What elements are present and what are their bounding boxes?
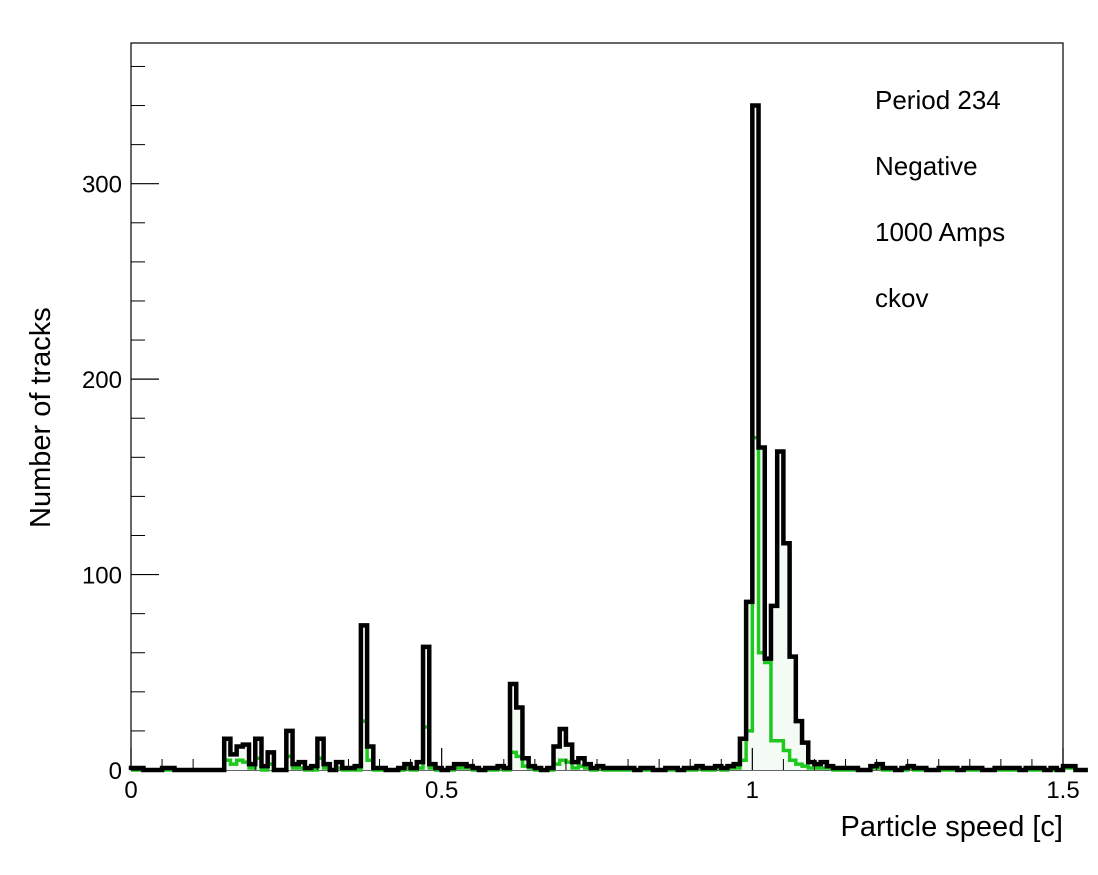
x-tick-label: 1 (746, 777, 759, 804)
axis-ticks: 0 0.5 1 1.5 0 100 200 300 (82, 65, 1080, 804)
y-axis-title: Number of tracks (25, 307, 57, 528)
plot-frame (130, 42, 1064, 771)
x-tick-label: 0.5 (425, 777, 458, 804)
y-tick-label: 100 (82, 563, 122, 590)
annotation-charge: Negative (875, 151, 978, 181)
x-tick-label: 0 (124, 777, 137, 804)
y-tick-label: 0 (109, 758, 122, 785)
x-tick-label: 1.5 (1046, 777, 1079, 804)
y-tick-label: 200 (82, 367, 122, 394)
annotation-current: 1000 Amps (875, 217, 1005, 247)
y-tick-label: 300 (82, 172, 122, 199)
x-axis-title: Particle speed [c] (841, 811, 1063, 843)
annotation-period: Period 234 (875, 85, 1001, 115)
annotation-detector: ckov (875, 283, 928, 313)
